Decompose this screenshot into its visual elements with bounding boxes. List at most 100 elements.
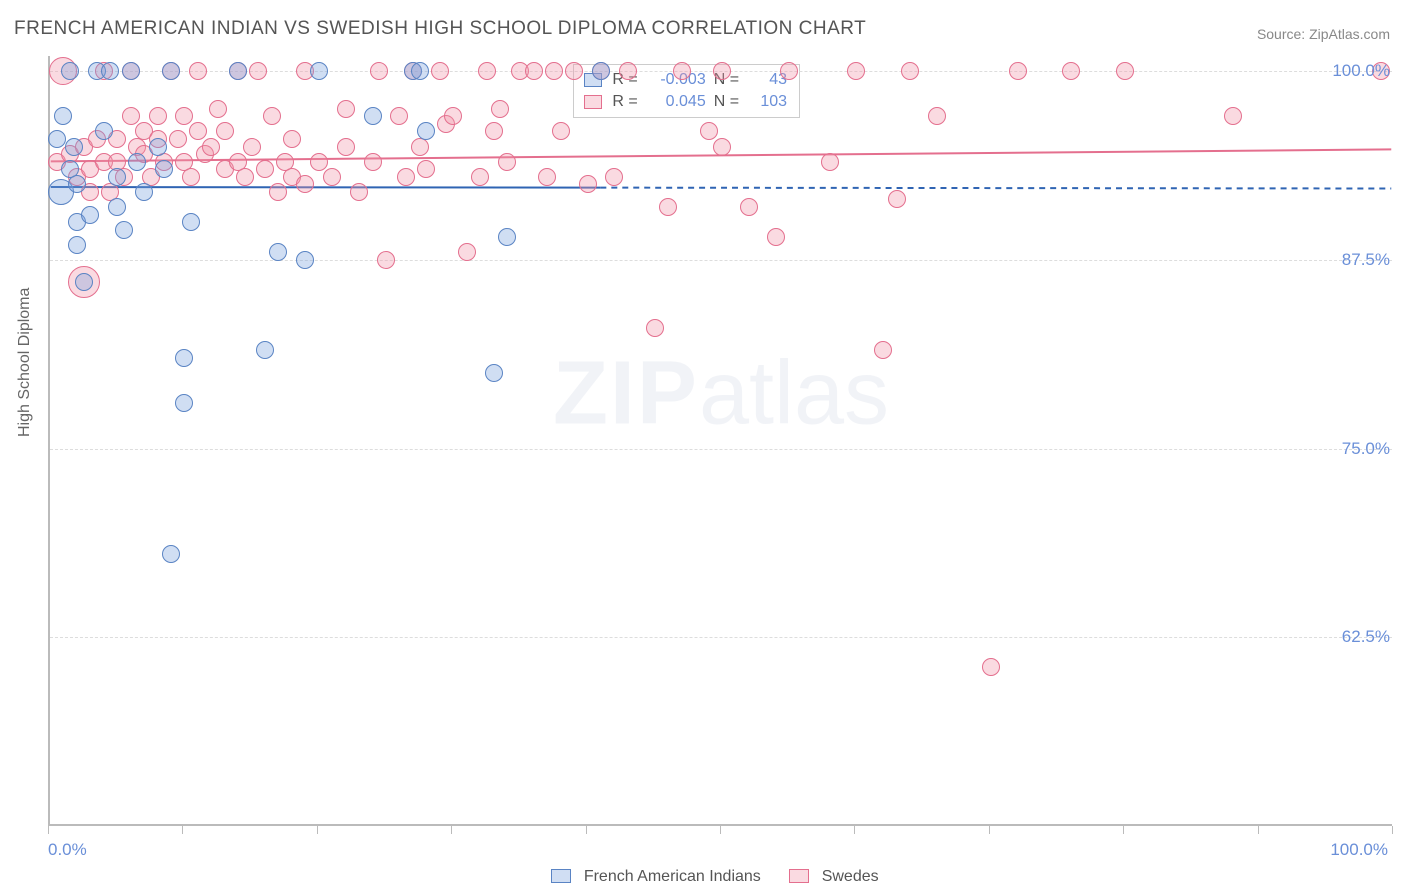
legend-chip-pink-icon — [584, 95, 602, 109]
y-tick-label: 62.5% — [1342, 627, 1390, 647]
legend-series-chip-blue-icon — [551, 869, 571, 883]
scatter-point — [538, 168, 556, 186]
scatter-point — [928, 107, 946, 125]
y-tick-label: 100.0% — [1332, 61, 1390, 81]
scatter-point — [95, 122, 113, 140]
scatter-point — [68, 175, 86, 193]
scatter-point — [767, 228, 785, 246]
scatter-point — [364, 107, 382, 125]
scatter-point — [337, 138, 355, 156]
scatter-point — [149, 138, 167, 156]
x-tick — [182, 826, 183, 834]
chart-title: FRENCH AMERICAN INDIAN VS SWEDISH HIGH S… — [14, 18, 866, 40]
scatter-point — [229, 62, 247, 80]
scatter-point — [202, 138, 220, 156]
watermark-right: atlas — [699, 343, 889, 443]
scatter-point — [364, 153, 382, 171]
x-tick — [1392, 826, 1393, 834]
scatter-point — [249, 62, 267, 80]
scatter-point — [68, 236, 86, 254]
y-axis-title: High School Diploma — [16, 288, 34, 437]
scatter-point — [1224, 107, 1242, 125]
scatter-point — [874, 341, 892, 359]
scatter-point — [149, 107, 167, 125]
scatter-point — [296, 251, 314, 269]
watermark-left: ZIP — [553, 343, 699, 443]
legend-n-label: N = — [714, 93, 739, 111]
watermark: ZIPatlas — [553, 342, 889, 445]
chart-container: FRENCH AMERICAN INDIAN VS SWEDISH HIGH S… — [0, 0, 1406, 892]
scatter-point — [780, 62, 798, 80]
scatter-point — [155, 160, 173, 178]
source-link[interactable]: ZipAtlas.com — [1309, 26, 1390, 42]
scatter-point — [740, 198, 758, 216]
gridline — [50, 449, 1392, 450]
x-axis-start-label: 0.0% — [48, 840, 87, 860]
scatter-point — [350, 183, 368, 201]
scatter-point — [256, 160, 274, 178]
scatter-point — [1009, 62, 1027, 80]
gridline — [50, 260, 1392, 261]
scatter-point — [485, 122, 503, 140]
scatter-point — [182, 213, 200, 231]
scatter-point — [323, 168, 341, 186]
scatter-point — [417, 160, 435, 178]
scatter-point — [565, 62, 583, 80]
scatter-point — [579, 175, 597, 193]
scatter-point — [269, 183, 287, 201]
scatter-point — [283, 130, 301, 148]
scatter-point — [592, 62, 610, 80]
legend-series-chip-pink-icon — [789, 869, 809, 883]
scatter-point — [122, 62, 140, 80]
scatter-point — [377, 251, 395, 269]
scatter-point — [162, 545, 180, 563]
scatter-point — [370, 62, 388, 80]
scatter-point — [605, 168, 623, 186]
scatter-point — [646, 319, 664, 337]
scatter-point — [54, 107, 72, 125]
scatter-point — [700, 122, 718, 140]
scatter-point — [269, 243, 287, 261]
source-attribution: Source: ZipAtlas.com — [1257, 26, 1390, 42]
scatter-point — [236, 168, 254, 186]
scatter-point — [175, 107, 193, 125]
scatter-point — [478, 62, 496, 80]
scatter-point — [101, 62, 119, 80]
scatter-point — [175, 394, 193, 412]
scatter-point — [135, 183, 153, 201]
scatter-point — [243, 138, 261, 156]
scatter-point — [263, 107, 281, 125]
scatter-point — [128, 153, 146, 171]
legend-series-blue-label: French American Indians — [584, 868, 761, 885]
scatter-point — [713, 138, 731, 156]
scatter-point — [491, 100, 509, 118]
scatter-point — [1062, 62, 1080, 80]
scatter-point — [471, 168, 489, 186]
scatter-point — [458, 243, 476, 261]
scatter-point — [189, 122, 207, 140]
x-tick — [317, 826, 318, 834]
x-tick — [1123, 826, 1124, 834]
x-tick — [989, 826, 990, 834]
scatter-point — [1116, 62, 1134, 80]
scatter-point — [411, 62, 429, 80]
scatter-point — [75, 273, 93, 291]
x-tick — [1258, 826, 1259, 834]
legend-series-pink-label: Swedes — [822, 868, 879, 885]
scatter-point — [619, 62, 637, 80]
scatter-point — [61, 62, 79, 80]
scatter-point — [498, 153, 516, 171]
scatter-point — [189, 62, 207, 80]
legend-r-label: R = — [612, 93, 637, 111]
scatter-point — [673, 62, 691, 80]
scatter-point — [821, 153, 839, 171]
scatter-point — [525, 62, 543, 80]
x-tick — [48, 826, 49, 834]
scatter-point — [81, 206, 99, 224]
scatter-point — [545, 62, 563, 80]
legend-pink-r-value: 0.045 — [646, 93, 706, 111]
scatter-point — [659, 198, 677, 216]
scatter-point — [310, 62, 328, 80]
scatter-point — [552, 122, 570, 140]
scatter-point — [713, 62, 731, 80]
